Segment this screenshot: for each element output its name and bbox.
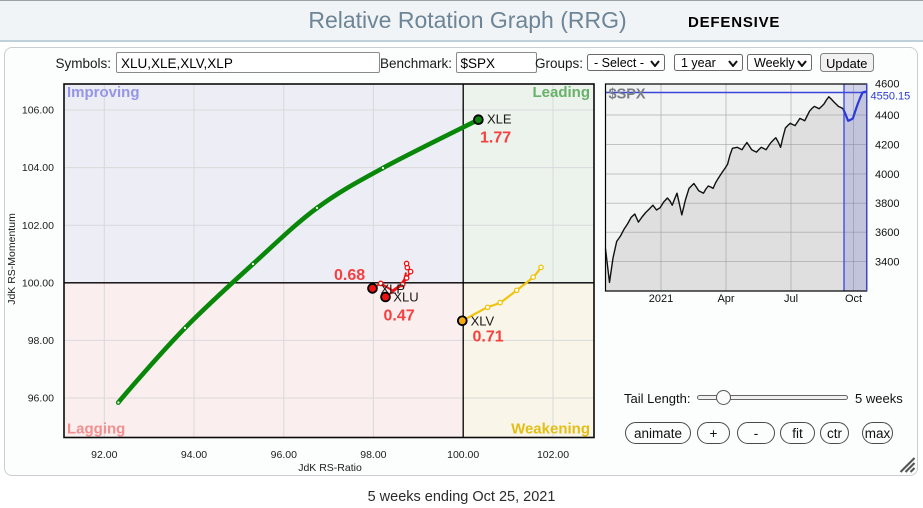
svg-text:Leading: Leading (532, 84, 590, 101)
svg-text:4400: 4400 (875, 110, 899, 122)
svg-text:Apr: Apr (717, 293, 734, 305)
svg-text:98.00: 98.00 (360, 449, 386, 461)
svg-text:XLE: XLE (487, 112, 512, 127)
svg-text:98.00: 98.00 (28, 335, 54, 347)
svg-text:96.00: 96.00 (28, 393, 54, 405)
svg-text:JdK RS-Ratio: JdK RS-Ratio (298, 462, 362, 473)
svg-text:100.00: 100.00 (22, 277, 54, 289)
svg-text:106.00: 106.00 (22, 105, 54, 117)
svg-text:Weakening: Weakening (511, 421, 590, 438)
svg-text:4000: 4000 (875, 169, 899, 181)
svg-text:XLV: XLV (471, 313, 495, 328)
svg-text:3400: 3400 (875, 256, 899, 268)
svg-text:94.00: 94.00 (181, 449, 207, 461)
svg-text:JdK RS-Momentum: JdK RS-Momentum (6, 213, 18, 305)
svg-text:Jul: Jul (784, 293, 798, 305)
svg-text:$SPX: $SPX (609, 87, 646, 103)
svg-text:0.71: 0.71 (473, 329, 504, 346)
svg-text:2021: 2021 (649, 293, 673, 305)
svg-text:3600: 3600 (875, 227, 899, 239)
svg-text:4550.15: 4550.15 (871, 91, 911, 103)
svg-text:4200: 4200 (875, 139, 899, 151)
svg-text:3800: 3800 (875, 198, 899, 210)
svg-text:102.00: 102.00 (537, 449, 569, 461)
svg-text:Lagging: Lagging (67, 421, 125, 438)
svg-text:0.47: 0.47 (384, 308, 415, 325)
svg-text:96.00: 96.00 (271, 449, 297, 461)
svg-text:Improving: Improving (67, 84, 140, 101)
svg-text:1.77: 1.77 (480, 130, 511, 147)
svg-text:100.00: 100.00 (447, 449, 479, 461)
svg-text:102.00: 102.00 (22, 220, 54, 232)
svg-text:104.00: 104.00 (22, 162, 54, 174)
svg-text:XLU: XLU (393, 290, 418, 305)
svg-text:Oct: Oct (845, 293, 862, 305)
svg-text:92.00: 92.00 (91, 449, 117, 461)
svg-text:0.68: 0.68 (334, 267, 365, 284)
svg-text:4600: 4600 (875, 79, 899, 91)
